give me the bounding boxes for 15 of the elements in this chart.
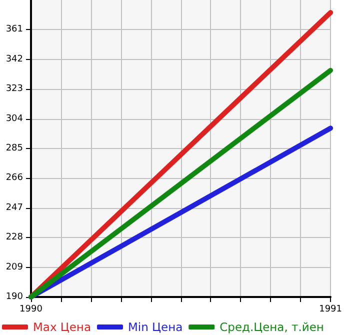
legend-label: Min Цена [128, 320, 183, 334]
y-tick-label: 209 [6, 262, 24, 272]
y-tick-label: 228 [6, 232, 24, 243]
y-tick-label: 266 [6, 173, 24, 184]
y-tick-label: 190 [6, 292, 24, 302]
y-tick-label: 323 [6, 84, 23, 94]
y-tick-label: 342 [6, 54, 23, 64]
x-tick-label: 1990 [20, 304, 43, 314]
legend-label: Max Цена [33, 320, 91, 334]
y-tick-label: 247 [6, 202, 23, 213]
y-tick-label: 304 [6, 114, 24, 124]
legend-label: Сред.Цена, т.йен [220, 320, 324, 334]
x-tick-label: 1991 [319, 304, 342, 314]
y-tick-label: 285 [6, 144, 23, 154]
y-tick-label: 361 [6, 24, 23, 35]
